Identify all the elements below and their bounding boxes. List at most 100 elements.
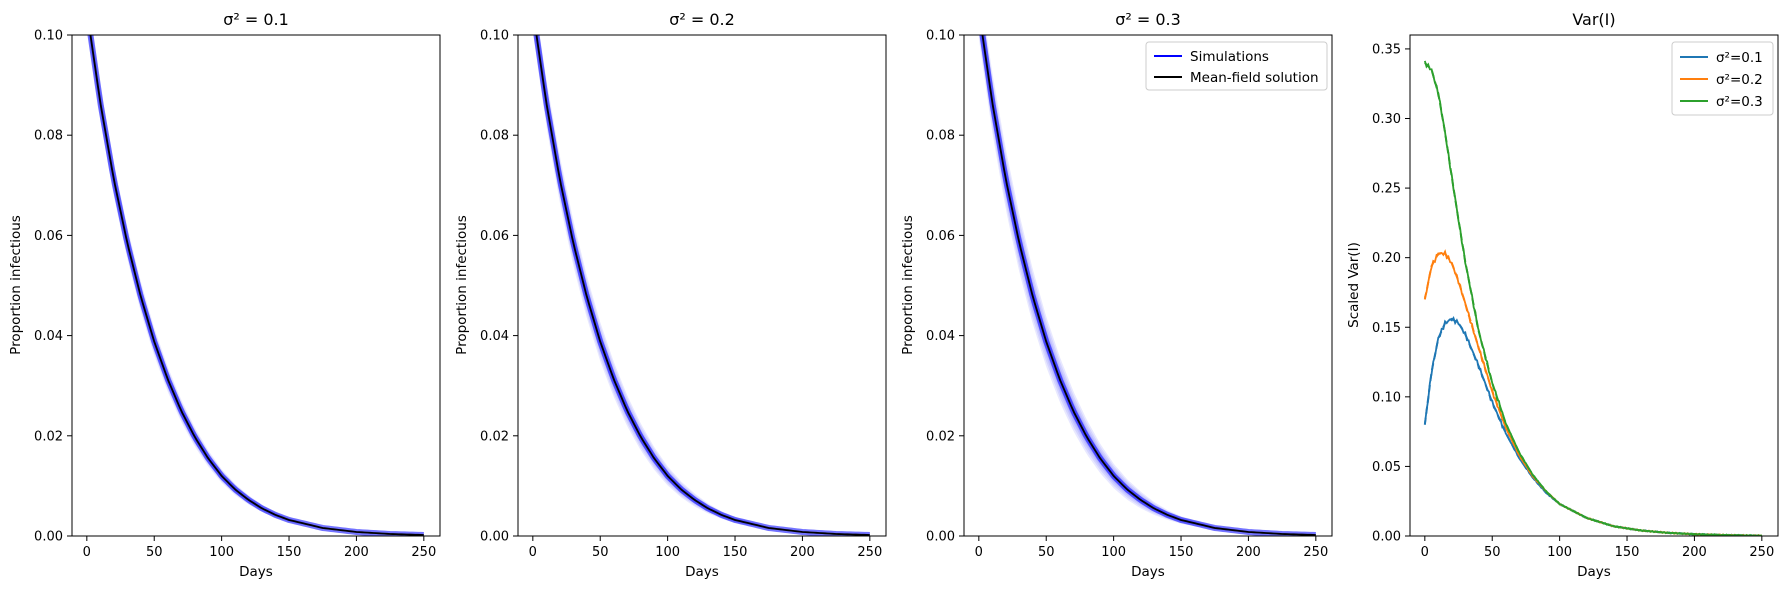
mean-field-line: [89, 35, 424, 536]
y-tick-label: 0.08: [926, 129, 955, 144]
var-series-2: [1423, 249, 1763, 536]
y-tick-label: 0.02: [34, 429, 63, 444]
simulation-band: [88, 35, 424, 536]
panel-title: σ² = 0.1: [223, 10, 289, 29]
x-tick-label: 0: [975, 545, 983, 560]
x-tick-label: 150: [1615, 545, 1640, 560]
x-tick-label: 50: [146, 545, 163, 560]
y-tick-label: 0.35: [1372, 42, 1401, 57]
y-tick-label: 0.04: [480, 329, 509, 344]
panel-sigma-0-2: 0 50 100 150 200 250 0.00 0.02 0.04 0.06 0.08 0.10…: [454, 10, 887, 580]
y-axis-ticks: 0.00 0.05 0.10 0.15 0.20 0.25 0.30 0.35: [1372, 42, 1410, 545]
y-tick-label: 0.25: [1372, 182, 1401, 197]
y-axis-label: Proportion infectious: [454, 215, 470, 355]
y-tick-label: 0.15: [1372, 321, 1401, 336]
x-tick-label: 200: [1236, 545, 1261, 560]
x-tick-label: 200: [790, 545, 815, 560]
legend: Simulations Mean-field solution: [1145, 41, 1328, 91]
x-tick-label: 250: [411, 545, 436, 560]
x-axis-ticks: 0 50 100 150 200 250: [529, 536, 882, 560]
y-axis-label: Scaled Var(I): [1346, 242, 1362, 328]
plot-area: [1423, 60, 1763, 536]
y-tick-label: 0.06: [926, 229, 955, 244]
var-series-3: [1423, 60, 1763, 536]
mean-field-line: [981, 35, 1316, 536]
y-tick-label: 0.08: [34, 129, 63, 144]
x-axis-label: Days: [685, 564, 719, 580]
x-tick-label: 100: [655, 545, 680, 560]
y-tick-label: 0.05: [1372, 460, 1401, 475]
y-tick-label: 0.06: [34, 229, 63, 244]
plot-area: [87, 35, 424, 536]
x-tick-label: 100: [1101, 545, 1126, 560]
y-tick-label: 0.30: [1372, 112, 1401, 127]
legend-label-sigma-0-1: σ²=0.1: [1716, 50, 1763, 66]
y-tick-label: 0.00: [480, 530, 509, 545]
axes-frame: [71, 34, 441, 537]
x-tick-label: 100: [1547, 545, 1572, 560]
x-axis-ticks: 0 50 100 150 200 250: [975, 536, 1328, 560]
legend-label-simulations: Simulations: [1190, 49, 1269, 65]
plot-area: [533, 35, 870, 536]
var-series-1: [1423, 316, 1762, 536]
y-tick-label: 0.02: [926, 429, 955, 444]
y-tick-label: 0.04: [34, 329, 63, 344]
x-tick-label: 0: [1421, 545, 1429, 560]
legend: σ²=0.1 σ²=0.2 σ²=0.3: [1671, 41, 1774, 116]
y-tick-label: 0.10: [1372, 390, 1401, 405]
simulation-core: [87, 35, 424, 536]
panel-sigma-0-1: 0 50 100 150 200 250 0.00 0.02 0.04 0.06 0.08 0.10…: [8, 10, 441, 580]
axes-frame: [1409, 34, 1779, 537]
plot-area: [978, 35, 1316, 536]
var-series-theory-1: [1423, 317, 1762, 536]
x-tick-label: 50: [1484, 545, 1501, 560]
panel-title: Var(I): [1572, 10, 1615, 29]
var-series-theory-2: [1423, 252, 1762, 536]
x-tick-label: 100: [209, 545, 234, 560]
mean-field-line: [535, 35, 870, 536]
x-tick-label: 0: [83, 545, 91, 560]
x-tick-label: 0: [529, 545, 537, 560]
legend-label-mean-field: Mean-field solution: [1190, 70, 1319, 86]
panel-var-i: 0 50 100 150 200 250 0.00 0.05 0.10 0.15 0.20 0.25…: [1346, 10, 1779, 580]
panel-title: σ² = 0.3: [1115, 10, 1181, 29]
y-tick-label: 0.00: [34, 530, 63, 545]
x-tick-label: 150: [723, 545, 748, 560]
x-axis-ticks: 0 50 100 150 200 250: [83, 536, 436, 560]
y-tick-label: 0.10: [34, 29, 63, 44]
y-axis-label: Proportion infectious: [8, 215, 24, 355]
simulation-band: [88, 35, 424, 536]
x-axis-ticks: 0 50 100 150 200 250: [1421, 536, 1774, 560]
x-axis-label: Days: [239, 564, 273, 580]
axes-frame: [963, 34, 1333, 537]
x-axis-label: Days: [1577, 564, 1611, 580]
panel-sigma-0-3: 0 50 100 150 200 250 0.00 0.02 0.04 0.06 0.08 0.10…: [900, 10, 1333, 580]
legend-label-sigma-0-2: σ²=0.2: [1716, 72, 1763, 88]
x-tick-label: 200: [1682, 545, 1707, 560]
y-tick-label: 0.20: [1372, 251, 1401, 266]
y-tick-label: 0.06: [480, 229, 509, 244]
y-tick-label: 0.08: [480, 129, 509, 144]
x-tick-label: 200: [344, 545, 369, 560]
legend-box: [1145, 41, 1328, 91]
var-series-theory-3: [1424, 62, 1762, 536]
panel-title: σ² = 0.2: [669, 10, 735, 29]
x-tick-label: 250: [1749, 545, 1774, 560]
simulation-core: [533, 35, 870, 536]
y-axis-ticks: 0.00 0.02 0.04 0.06 0.08 0.10: [480, 29, 518, 545]
x-tick-label: 50: [1038, 545, 1055, 560]
y-axis-label: Proportion infectious: [900, 215, 916, 355]
simulation-band: [533, 35, 870, 536]
legend-box: [1671, 41, 1774, 116]
y-tick-label: 0.00: [1372, 530, 1401, 545]
y-axis-ticks: 0.00 0.02 0.04 0.06 0.08 0.10: [926, 29, 964, 545]
x-tick-label: 250: [1303, 545, 1328, 560]
x-tick-label: 150: [1169, 545, 1194, 560]
y-tick-label: 0.00: [926, 530, 955, 545]
x-tick-label: 250: [857, 545, 882, 560]
x-tick-label: 150: [277, 545, 302, 560]
y-tick-label: 0.04: [926, 329, 955, 344]
y-tick-label: 0.10: [926, 29, 955, 44]
y-tick-label: 0.10: [480, 29, 509, 44]
